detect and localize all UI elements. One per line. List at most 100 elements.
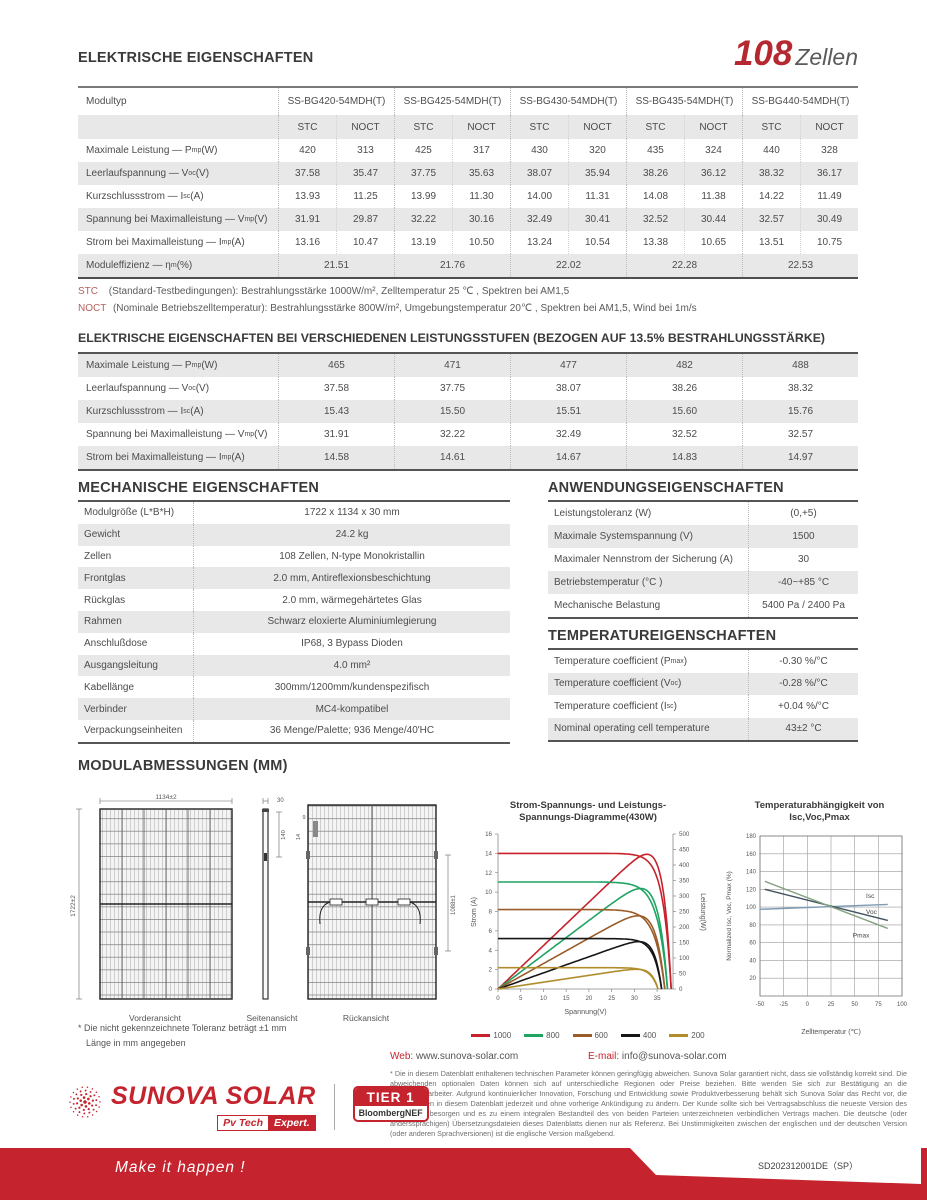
- table1-value: 35.47: [336, 162, 394, 185]
- svg-text:20: 20: [585, 995, 592, 1002]
- condition-row: STC NOCT STC NOCT STC NOCT STC NOCT STC NOCT: [78, 115, 858, 139]
- svg-text:Normalized Isc, Voc, Pmax (%): Normalized Isc, Voc, Pmax (%): [726, 871, 733, 961]
- table1-value-group: 38.32 36.17: [742, 162, 858, 185]
- svg-text:1134±2: 1134±2: [155, 794, 177, 801]
- table1-value: 435: [647, 145, 664, 156]
- table1-value: 13.51: [758, 237, 785, 248]
- table1-value: 13.24: [526, 237, 553, 248]
- table2-value: 471: [394, 354, 510, 377]
- legend-swatch: [524, 1034, 544, 1037]
- dimensions-title: MODULABMESSUNGEN (MM): [78, 758, 288, 774]
- temperature-table-value: -0.28 %/°C: [748, 672, 858, 695]
- mechanical-table-label: Zellen: [84, 550, 112, 562]
- mechanical-table-row: Gewicht 24.2 kg: [78, 523, 510, 546]
- svg-text:150: 150: [679, 939, 690, 946]
- svg-text:20: 20: [749, 976, 756, 982]
- table1-value: 11.30: [452, 185, 510, 208]
- condition-header: NOCT: [452, 115, 510, 139]
- table2-value: 32.49: [510, 423, 626, 446]
- svg-text:0: 0: [806, 1002, 810, 1008]
- table1-value: 328: [800, 139, 858, 162]
- temperature-table-label: Temperature coefficient (I sc): [554, 700, 677, 712]
- temperature-table-value: +0.04 %/°C: [748, 695, 858, 718]
- mechanical-table-row: Rückglas 2.0 mm, wärmegehärtetes Glas: [78, 589, 510, 611]
- legend-item: 600: [572, 1031, 608, 1040]
- noct-footnote-prefix: NOCT: [78, 303, 107, 314]
- side-view-drawing: 30 140: [243, 793, 301, 1010]
- svg-text:100: 100: [897, 1002, 908, 1008]
- disclaimer-text: * Die in diesem Datenblatt enthaltenen t…: [390, 1069, 907, 1139]
- application-table: Leistungstoleranz (W) (0,+5) Maximale Syst…: [548, 500, 858, 619]
- condition-header: STC: [413, 121, 434, 133]
- mechanical-table-value: 2.0 mm, wärmegehärtetes Glas: [193, 589, 510, 611]
- svg-text:500: 500: [679, 831, 690, 838]
- svg-text:200: 200: [679, 924, 690, 931]
- condition-header: NOCT: [336, 115, 394, 139]
- table1-value: 32.22: [410, 214, 437, 225]
- table1-merged-value: 22.53: [742, 254, 858, 277]
- table1-value: 30.44: [684, 208, 742, 231]
- table2-value: 14.83: [626, 446, 742, 469]
- mechanical-table-value: IP68, 3 Bypass Dioden: [193, 632, 510, 655]
- model-name: SS-BG440-54MDH(T): [742, 88, 858, 115]
- mechanical-table-row: Anschlußdose IP68, 3 Bypass Dioden: [78, 632, 510, 655]
- svg-text:Leistung(W): Leistung(W): [699, 893, 706, 931]
- section1-title: ELEKTRISCHE EIGENSCHAFTEN: [78, 50, 314, 66]
- mechanical-table-value: MC4-kompatibel: [193, 698, 510, 720]
- svg-text:Strom (A): Strom (A): [471, 897, 478, 927]
- svg-text:Zelltemperatur (℃): Zelltemperatur (℃): [801, 1029, 861, 1036]
- mechanical-table-label: Verbinder: [84, 703, 127, 715]
- temp-chart-title-line1: Temperaturabhängigkeit von: [754, 800, 885, 811]
- application-table-row: Maximaler Nennstrom der Sicherung (A) 30: [548, 548, 858, 571]
- table2-value: 32.57: [742, 423, 858, 446]
- table2-value: 477: [510, 354, 626, 377]
- svg-text:Isc: Isc: [866, 893, 875, 900]
- svg-text:100: 100: [746, 905, 757, 911]
- svg-text:5: 5: [519, 995, 523, 1002]
- email-value: info@sunova-solar.com: [621, 1051, 727, 1062]
- table1-value: 35.63: [452, 162, 510, 185]
- table1-value: 29.87: [336, 208, 394, 231]
- mechanical-table: Modulgröße (L*B*H) 1722 x 1134 x 30 mm Gew…: [78, 500, 510, 744]
- table1-value: 440: [763, 145, 780, 156]
- application-table-label: Mechanische Belastung: [554, 600, 661, 611]
- table1-value: 35.94: [568, 162, 626, 185]
- table1-value: 37.58: [294, 168, 321, 179]
- legend-item: 400: [620, 1031, 656, 1040]
- application-table-value: 5400 Pa / 2400 Pa: [748, 594, 858, 617]
- svg-text:Spannung(V): Spannung(V): [564, 1007, 606, 1016]
- legend-item: 1000: [471, 1031, 511, 1040]
- dimension-footnote-1: * Die nicht gekennzeichnete Toleranz bet…: [78, 1023, 287, 1033]
- temperature-table-label: Temperature coefficient (P max): [554, 655, 688, 667]
- mechanical-table-row: Modulgröße (L*B*H) 1722 x 1134 x 30 mm: [78, 502, 510, 524]
- table1-value-group: 32.57 30.49: [742, 208, 858, 231]
- table2-value: 14.67: [510, 446, 626, 469]
- svg-text:35: 35: [654, 995, 661, 1002]
- rear-view: 9 14 1088±1 Rückansicht: [296, 793, 468, 1023]
- table1-value-group: 32.52 30.44: [626, 208, 742, 231]
- side-view-label: Seitenansicht: [246, 1013, 298, 1023]
- sunova-logo-icon: [67, 1084, 103, 1125]
- table1-value: 30.49: [800, 208, 858, 231]
- cell-count-badge: 108 Zellen: [734, 34, 858, 74]
- iv-chart-legend: 1000 800 600 400 200: [468, 1031, 708, 1040]
- table1-value-group: 440 328: [742, 139, 858, 162]
- svg-text:250: 250: [679, 908, 690, 915]
- table2-value: 488: [742, 354, 858, 377]
- application-table-value: (0,+5): [748, 502, 858, 525]
- table1-value: 317: [452, 139, 510, 162]
- svg-text:12: 12: [485, 870, 492, 877]
- mechanical-table-label: Verpackungseinheiten: [84, 725, 183, 737]
- svg-text:40: 40: [749, 958, 756, 964]
- table1-value: 37.75: [410, 168, 437, 179]
- temperature-table-row: Temperature coefficient (V oc) -0.28 %/°C: [548, 672, 858, 695]
- table1-value-group: 13.16 10.47: [278, 231, 394, 254]
- mechanical-table-label: Frontglas: [84, 572, 126, 584]
- model-row: Modultyp SS-BG420-54MDH(T) SS-BG425-54MDH(…: [78, 88, 858, 115]
